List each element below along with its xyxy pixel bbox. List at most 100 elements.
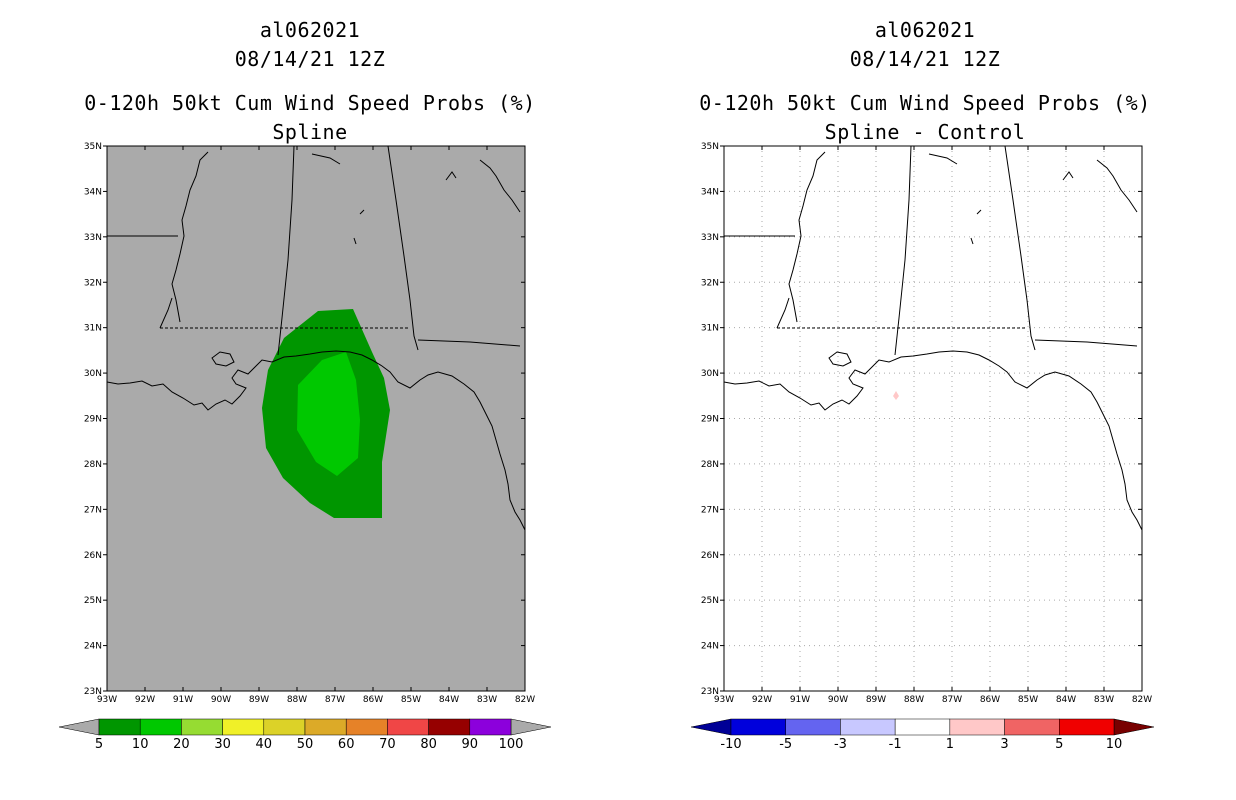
lon-label: 86W xyxy=(980,695,1000,705)
lat-label: 28N xyxy=(701,460,719,470)
cbar-label: -1 xyxy=(889,737,902,752)
lon-label: 88W xyxy=(287,695,307,705)
cbar-swatch xyxy=(469,718,512,736)
left-title: 0-120h 50kt Cum Wind Speed Probs (%) xyxy=(84,91,536,115)
cbar-label: 10 xyxy=(132,737,149,752)
lon-label: 89W xyxy=(249,695,269,705)
cbar-swatch xyxy=(840,718,896,736)
lat-label: 33N xyxy=(84,233,102,243)
right-axes: 35N34N33N32N31N30N29N28N27N26N25N24N23N9… xyxy=(701,142,1152,705)
cbar-label: 5 xyxy=(1055,737,1063,752)
cbar-swatch xyxy=(263,718,306,736)
cbar-label: 50 xyxy=(297,737,314,752)
cbar-swatch xyxy=(387,718,429,736)
cbar-label: -3 xyxy=(834,737,847,752)
lat-label: 24N xyxy=(701,642,719,652)
lat-label: 26N xyxy=(701,551,719,561)
lat-label: 28N xyxy=(84,460,102,470)
cbar-label: 3 xyxy=(1000,737,1008,752)
lon-label: 83W xyxy=(1094,695,1114,705)
lon-label: 87W xyxy=(942,695,962,705)
lon-label: 84W xyxy=(439,695,459,705)
cbar-label: 30 xyxy=(214,737,231,752)
diff-positive-spot xyxy=(893,391,899,400)
cbar-label: -5 xyxy=(779,737,792,752)
lon-label: 82W xyxy=(515,695,535,705)
lon-label: 93W xyxy=(714,695,734,705)
right-map: 35N34N33N32N31N30N29N28N27N26N25N24N23N9… xyxy=(701,142,1152,705)
lon-label: 91W xyxy=(790,695,810,705)
lat-label: 33N xyxy=(701,233,719,243)
cbar-swatch xyxy=(222,718,265,736)
lat-label: 32N xyxy=(701,278,719,288)
lat-label: 23N xyxy=(84,687,102,697)
lat-label: 25N xyxy=(84,596,102,606)
lon-label: 86W xyxy=(363,695,383,705)
lon-label: 85W xyxy=(1018,695,1038,705)
cbar-label: 20 xyxy=(173,737,190,752)
right-coastlines xyxy=(724,146,1142,531)
cbar-label: 80 xyxy=(420,737,437,752)
left-datetime: 08/14/21 12Z xyxy=(234,47,386,71)
left-colorbar: 5 10 20 30 40 50 60 70 80 90 100 xyxy=(58,718,552,752)
right-gridlines xyxy=(724,146,1142,691)
lon-label: 89W xyxy=(866,695,886,705)
cbar-label: 100 xyxy=(499,737,524,752)
lat-label: 34N xyxy=(701,187,719,197)
cbar-swatch xyxy=(949,718,1005,736)
left-subtitle: Spline xyxy=(272,120,348,144)
lon-label: 87W xyxy=(325,695,345,705)
cbar-end-left xyxy=(58,718,100,736)
lat-label: 29N xyxy=(84,415,102,425)
lat-label: 25N xyxy=(701,596,719,606)
lon-label: 84W xyxy=(1056,695,1076,705)
lat-label: 34N xyxy=(84,187,102,197)
cbar-swatch xyxy=(345,718,388,736)
right-title: 0-120h 50kt Cum Wind Speed Probs (%) xyxy=(699,91,1151,115)
right-map-background xyxy=(724,146,1142,691)
right-datetime: 08/14/21 12Z xyxy=(849,47,1001,71)
lat-label: 27N xyxy=(84,505,102,515)
lon-label: 92W xyxy=(135,695,155,705)
cbar-swatch xyxy=(181,718,223,736)
cbar-swatch xyxy=(894,718,951,736)
right-colorbar: -10 -5 -3 -1 1 3 5 10 xyxy=(690,718,1155,752)
cbar-label: 40 xyxy=(256,737,273,752)
cbar-swatch xyxy=(1059,718,1115,736)
lon-label: 90W xyxy=(211,695,231,705)
lat-label: 32N xyxy=(84,278,102,288)
cbar-end-right xyxy=(510,718,552,736)
cbar-label: 70 xyxy=(379,737,396,752)
lat-label: 29N xyxy=(701,415,719,425)
lon-label: 93W xyxy=(97,695,117,705)
lon-label: 85W xyxy=(401,695,421,705)
lat-label: 35N xyxy=(701,142,719,152)
left-map: 35N34N33N32N31N30N29N28N27N26N25N24N23N9… xyxy=(84,142,535,705)
cbar-label: 60 xyxy=(338,737,355,752)
lat-label: 26N xyxy=(84,551,102,561)
lat-label: 23N xyxy=(701,687,719,697)
lat-label: 27N xyxy=(701,505,719,515)
cbar-label: 5 xyxy=(95,737,103,752)
prob-area-10-20 xyxy=(297,352,360,476)
left-axes: 35N34N33N32N31N30N29N28N27N26N25N24N23N9… xyxy=(84,142,535,705)
lon-label: 82W xyxy=(1132,695,1152,705)
lon-label: 92W xyxy=(752,695,772,705)
cbar-label: 90 xyxy=(462,737,479,752)
right-subtitle: Spline - Control xyxy=(824,120,1026,144)
cbar-swatch xyxy=(730,718,786,736)
lat-label: 30N xyxy=(84,369,102,379)
cbar-swatch xyxy=(139,718,182,736)
lon-label: 88W xyxy=(904,695,924,705)
left-storm-id: al062021 xyxy=(259,18,361,42)
lat-label: 31N xyxy=(84,324,102,334)
cbar-swatch xyxy=(785,718,841,736)
right-storm-id: al062021 xyxy=(874,18,976,42)
lon-label: 91W xyxy=(173,695,193,705)
cbar-swatch xyxy=(304,718,347,736)
cbar-swatch xyxy=(428,718,471,736)
cbar-swatch xyxy=(98,718,141,736)
cbar-end-right xyxy=(1113,718,1155,736)
lat-label: 31N xyxy=(701,324,719,334)
